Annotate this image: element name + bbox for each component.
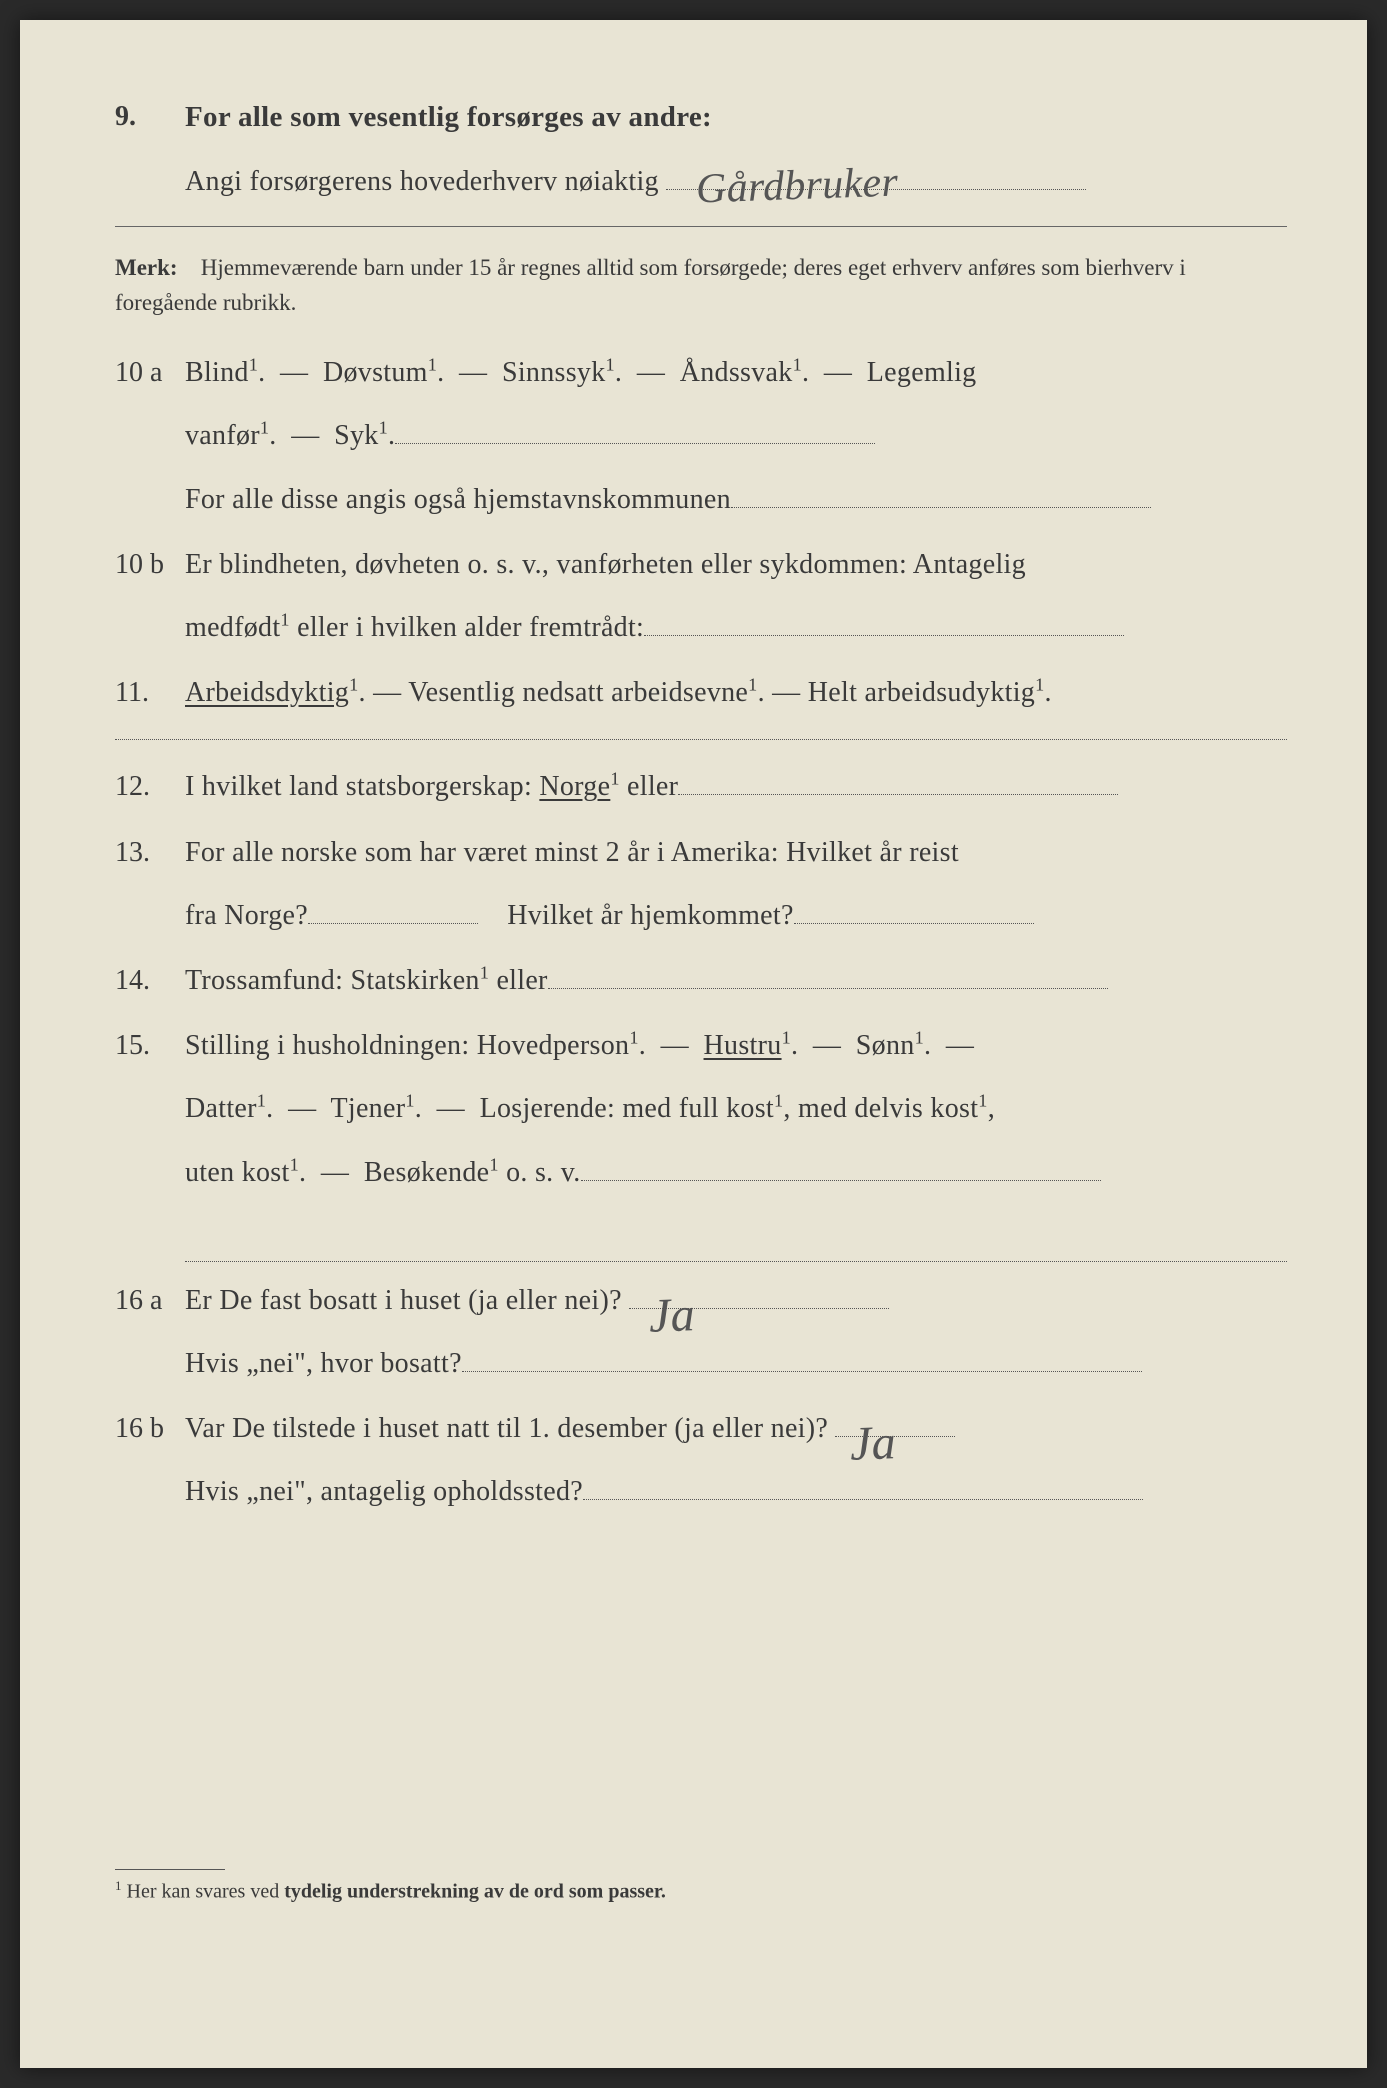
q14-content: Trossamfund: Statskirken1 eller <box>185 954 1287 1007</box>
opt-dovstum: Døvstum1. <box>323 357 445 388</box>
q16b-number: 16 b <box>115 1402 185 1518</box>
question-12: 12. I hvilket land statsborgerskap: Norg… <box>115 760 1287 813</box>
question-13: 13. For alle norske som har været minst … <box>115 826 1287 942</box>
q9-line2: Angi forsørgerens hovederhverv nøiaktig … <box>185 155 1287 208</box>
q16a-content: Er De fast bosatt i huset (ja eller nei)… <box>185 1274 1287 1390</box>
q9-title: For alle som vesentlig forsørges av andr… <box>185 101 712 133</box>
q16b-content: Var De tilstede i huset natt til 1. dese… <box>185 1402 1287 1518</box>
opt-andssvak: Åndssvak1. <box>680 357 810 388</box>
opt-legemlig: Legemlig <box>867 357 977 388</box>
q10b-text1: Er blindheten, døvheten o. s. v., vanfør… <box>185 549 1026 580</box>
q10b-content: Er blindheten, døvheten o. s. v., vanfør… <box>185 538 1287 654</box>
footnote-rule <box>115 1869 225 1870</box>
q16a-number: 16 a <box>115 1274 185 1390</box>
merk-text: Hjemmeværende barn under 15 år regnes al… <box>115 255 1186 315</box>
divider <box>115 739 1287 740</box>
q15-number: 15. <box>115 1019 185 1262</box>
q10a-line2: vanfør1. — Syk1. <box>185 409 1287 462</box>
question-9: 9. For alle som vesentlig forsørges av a… <box>115 90 1287 208</box>
question-16b: 16 b Var De tilstede i huset natt til 1.… <box>115 1402 1287 1518</box>
q13-line2: fra Norge? Hvilket år hjemkommet? <box>185 889 1287 942</box>
q12-content: I hvilket land statsborgerskap: Norge1 e… <box>185 760 1287 813</box>
document-page: 9. For alle som vesentlig forsørges av a… <box>20 20 1367 2068</box>
q10b-line2: medfødt1 eller i hvilken alder fremtrådt… <box>185 601 1287 654</box>
q15-content: Stilling i husholdningen: Hovedperson1. … <box>185 1019 1287 1262</box>
question-16a: 16 a Er De fast bosatt i huset (ja eller… <box>115 1274 1287 1390</box>
opt-sinnssyk: Sinnssyk1. <box>502 357 622 388</box>
footnote: 1 Her kan svares ved tydelig understrekn… <box>115 1878 1287 1904</box>
q9-prompt: Angi forsørgerens hovederhverv nøiaktig <box>185 166 659 197</box>
q10a-number: 10 a <box>115 346 185 526</box>
q12-number: 12. <box>115 760 185 813</box>
q13-content: For alle norske som har været minst 2 år… <box>185 826 1287 942</box>
q9-handwritten-answer: Gårdbruker <box>695 144 900 231</box>
q9-content: For alle som vesentlig forsørges av andr… <box>185 90 1287 208</box>
q16a-answer: Ja <box>648 1269 697 1362</box>
q16b-answer: Ja <box>849 1398 898 1491</box>
merk-label: Merk: <box>115 251 195 286</box>
q10a-line3: For alle disse angis også hjemstavnskomm… <box>185 473 1287 526</box>
q11-number: 11. <box>115 666 185 719</box>
blank-line <box>185 1223 1287 1262</box>
question-15: 15. Stilling i husholdningen: Hovedperso… <box>115 1019 1287 1262</box>
q11-content: Arbeidsdyktig1. — Vesentlig nedsatt arbe… <box>185 666 1287 719</box>
q13-number: 13. <box>115 826 185 942</box>
question-14: 14. Trossamfund: Statskirken1 eller <box>115 954 1287 1007</box>
q10a-content: Blind1. — Døvstum1. — Sinnssyk1. — Åndss… <box>185 346 1287 526</box>
opt-blind: Blind1. <box>185 357 265 388</box>
q10b-number: 10 b <box>115 538 185 654</box>
question-10b: 10 b Er blindheten, døvheten o. s. v., v… <box>115 538 1287 654</box>
merk-note: Merk: Hjemmeværende barn under 15 år reg… <box>115 251 1287 320</box>
q14-number: 14. <box>115 954 185 1007</box>
q9-number: 9. <box>115 90 185 208</box>
question-11: 11. Arbeidsdyktig1. — Vesentlig nedsatt … <box>115 666 1287 719</box>
question-10a: 10 a Blind1. — Døvstum1. — Sinnssyk1. — … <box>115 346 1287 526</box>
